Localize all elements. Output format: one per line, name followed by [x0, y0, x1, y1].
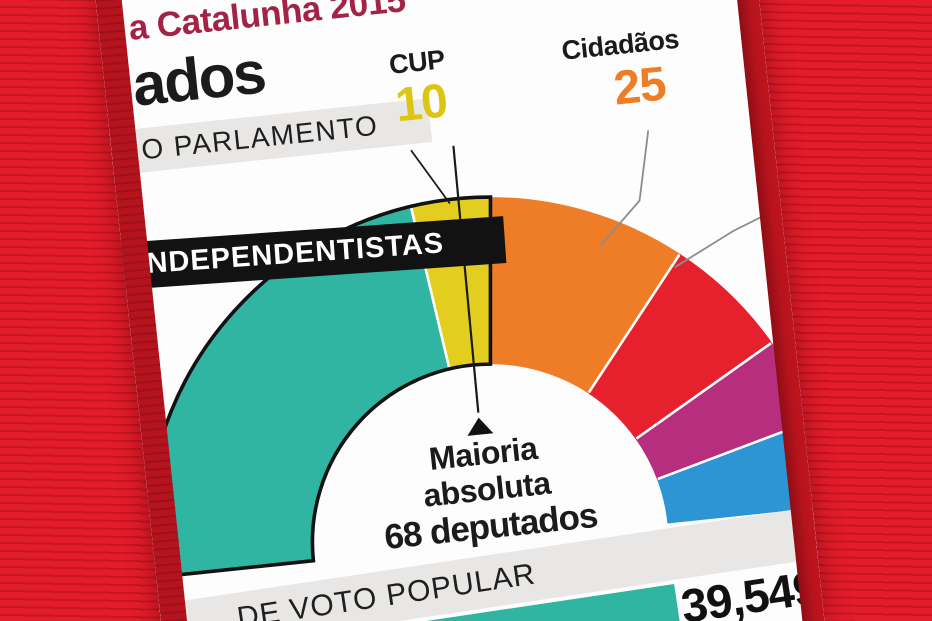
cup-leader-line — [410, 149, 451, 205]
chart-segment-#e6202c — [588, 253, 772, 440]
parliament-half-donut-chart — [143, 130, 825, 581]
chart-segment-Cidadãos — [490, 197, 681, 394]
majority-leader-line — [452, 145, 480, 413]
headline-fragment: ados — [129, 38, 268, 119]
cidadaos-leader-line — [599, 130, 650, 247]
chart-segment-#2fb5a1 — [145, 206, 450, 579]
segment-separator — [635, 342, 772, 440]
segment-separator — [587, 253, 681, 394]
cidadaos-label-block: Cidadãos 25 — [544, 22, 702, 120]
newspaper-page: a Catalunha 2015 ados O PARLAMENTO CUP 1… — [95, 0, 825, 621]
majority-triangle-icon — [467, 417, 494, 436]
chart-segment-#b72e7e — [635, 342, 814, 480]
cup-label-block: CUP 10 — [361, 41, 479, 133]
